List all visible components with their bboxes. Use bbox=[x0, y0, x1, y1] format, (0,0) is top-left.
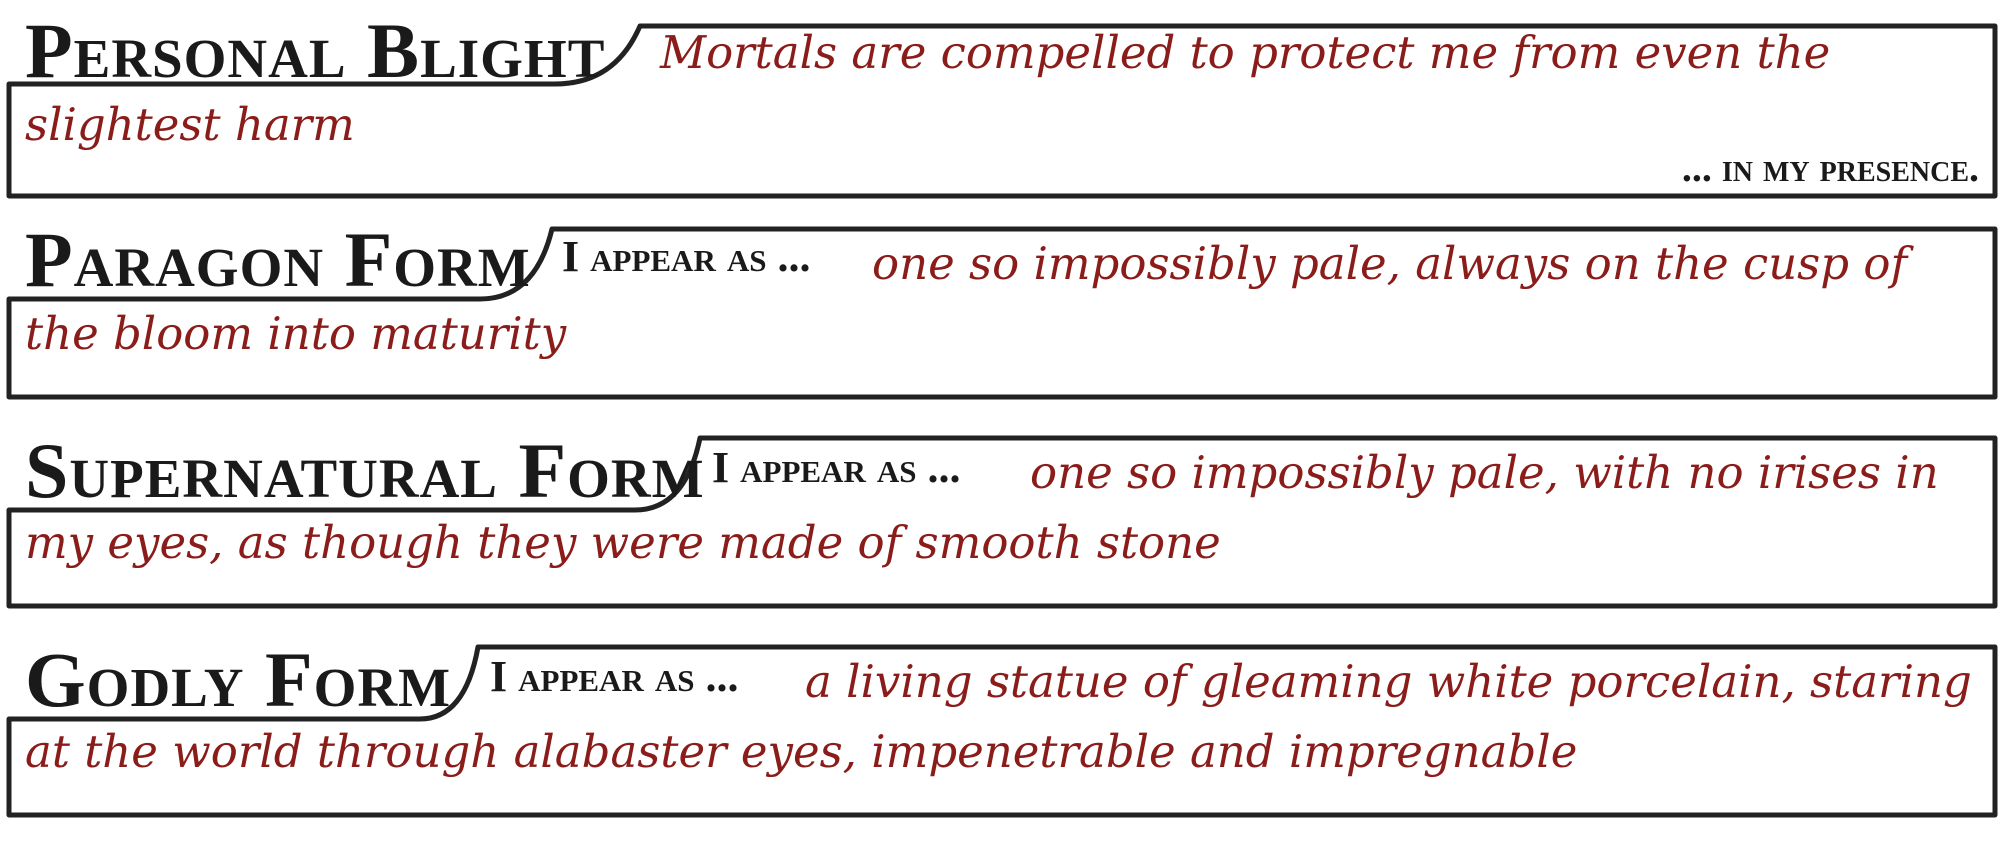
description-line-1: a living statue of gleaming white porcel… bbox=[805, 655, 1972, 708]
section-supernatural-form: Supernatural Form I appear as ... one so… bbox=[0, 427, 2001, 634]
section-title: Godly Form bbox=[25, 636, 452, 723]
description-line-2: at the world through alabaster eyes, imp… bbox=[25, 725, 1578, 778]
appear-prefix: I appear as ... bbox=[490, 652, 739, 701]
section-title: Supernatural Form bbox=[25, 427, 705, 514]
appear-prefix: I appear as ... bbox=[712, 443, 961, 492]
description-line-2: the bloom into maturity bbox=[25, 307, 567, 360]
section-frame bbox=[6, 644, 1998, 818]
section-frame bbox=[6, 23, 1998, 199]
description-line-1: one so impossibly pale, with no irises i… bbox=[1030, 446, 1939, 499]
description-line-1: one so impossibly pale, always on the cu… bbox=[872, 237, 1908, 290]
section-frame bbox=[6, 435, 1998, 609]
section-personal-blight: Personal Blight Mortals are compelled to… bbox=[0, 12, 2001, 220]
section-frame bbox=[6, 226, 1998, 400]
description-line-2: my eyes, as though they were made of smo… bbox=[25, 516, 1221, 569]
section-paragon-form: Paragon Form I appear as ... one so impo… bbox=[0, 221, 2001, 425]
section-godly-form: Godly Form I appear as ... a living stat… bbox=[0, 636, 2001, 843]
section-title: Paragon Form bbox=[25, 216, 531, 303]
appear-prefix: I appear as ... bbox=[562, 232, 811, 281]
description-line-1: Mortals are compelled to protect me from… bbox=[660, 26, 1831, 79]
presence-suffix: ... in my presence. bbox=[1681, 145, 1979, 190]
section-title: Personal Blight bbox=[25, 7, 606, 94]
description-line-2: slightest harm bbox=[25, 98, 355, 151]
